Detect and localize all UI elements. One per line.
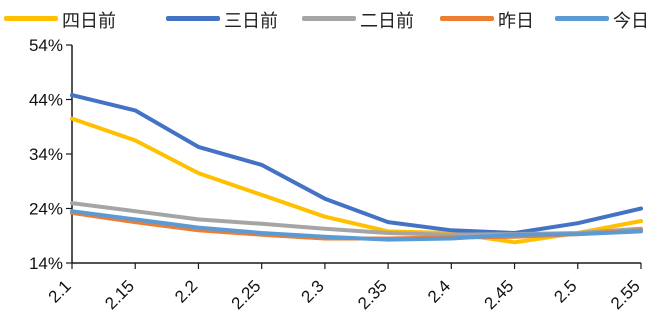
series-line-2: [70, 201, 643, 237]
legend-swatch-1: [166, 16, 220, 21]
legend-label-4: 今日: [613, 11, 649, 32]
legend-swatch-2: [302, 16, 356, 21]
x-tick-label: 2.15: [101, 276, 138, 313]
series-line-1: [70, 93, 643, 235]
y-tick-label: 54%: [29, 36, 63, 55]
x-tick-label: 2.45: [481, 276, 518, 313]
legend-label-3: 昨日: [498, 11, 534, 32]
y-tick-label: 34%: [29, 145, 63, 164]
x-tick-label: 2.4: [424, 276, 454, 306]
x-tick-label: 2.25: [228, 276, 265, 313]
legend-swatch-0: [4, 16, 58, 21]
x-tick-label: 2.55: [607, 276, 644, 313]
legend-label-2: 二日前: [360, 11, 414, 32]
x-tick-label: 2.3: [298, 276, 328, 306]
series-line-4: [70, 209, 643, 242]
legend-label-0: 四日前: [62, 11, 116, 32]
chart-legend: 四日前 三日前 二日前 昨日 今日: [0, 6, 657, 32]
x-tick-label: 2.1: [45, 276, 75, 306]
x-tick-label: 2.35: [354, 276, 391, 313]
series-line-0: [70, 116, 643, 245]
x-tick-label: 2.5: [550, 276, 580, 306]
legend-label-1: 三日前: [224, 11, 278, 32]
x-tick-label: 2.2: [171, 276, 201, 306]
legend-swatch-3: [440, 16, 494, 21]
y-tick-label: 44%: [29, 91, 63, 110]
y-tick-label: 14%: [29, 254, 63, 273]
legend-swatch-4: [555, 16, 609, 21]
y-tick-label: 24%: [29, 200, 63, 219]
